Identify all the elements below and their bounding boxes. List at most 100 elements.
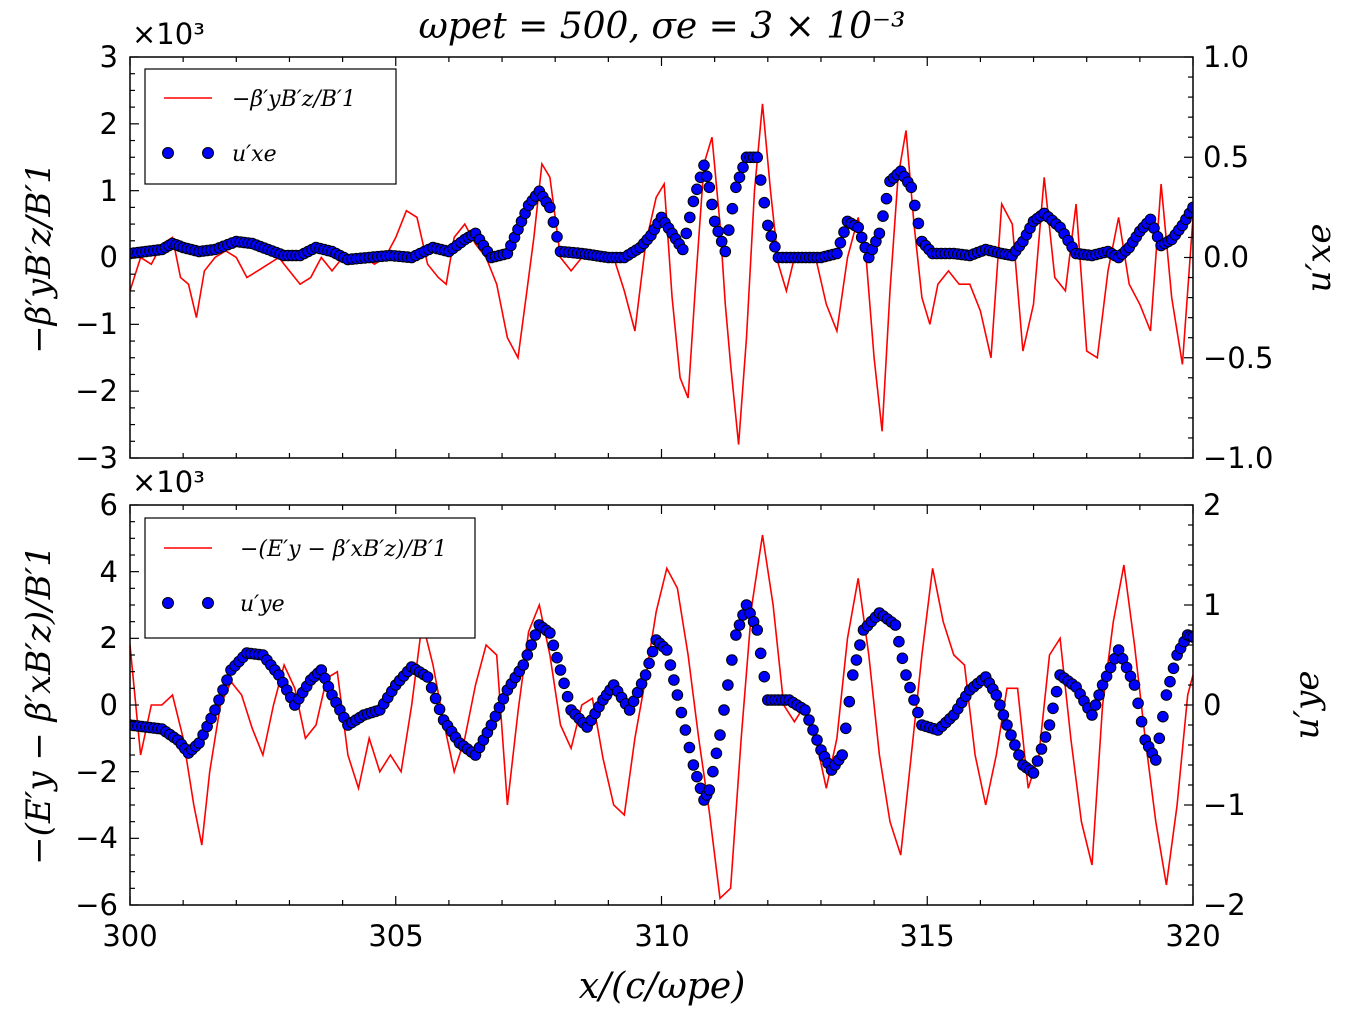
top-marker-point xyxy=(751,151,764,164)
top-ticks xyxy=(129,56,1194,459)
bottom-marker-point xyxy=(904,681,916,694)
top-left-tick-label: 1 xyxy=(100,174,118,208)
top-marker-point xyxy=(754,174,767,186)
top-marker-point xyxy=(706,198,718,211)
bottom-marker-point xyxy=(1039,731,1052,743)
bottom-marker-point xyxy=(843,695,856,708)
top-marker-point xyxy=(700,170,713,183)
top-legend-line-label: −β′yB′z/B′1 xyxy=(232,87,356,112)
bottom-markers xyxy=(130,599,1193,806)
top-marker-point xyxy=(880,192,893,205)
top-marker-point xyxy=(726,202,739,215)
bottom-legend-marker-swatch xyxy=(162,597,174,609)
bottom-marker-point xyxy=(643,657,655,670)
top-marker-point xyxy=(719,245,732,258)
top-marker-point xyxy=(547,216,560,228)
bottom-marker-point xyxy=(758,670,771,683)
bottom-marker-point xyxy=(1153,732,1166,745)
bottom-marker-point xyxy=(707,765,719,778)
top-left-tick-label: 0 xyxy=(100,240,118,274)
bottom-marker-point xyxy=(544,627,556,639)
bottom-marker-point xyxy=(525,639,538,651)
top-marker-point xyxy=(831,247,843,260)
bottom-marker-point xyxy=(847,669,859,681)
bottom-marker-point xyxy=(1135,715,1148,728)
bottom-ylabel-right: u′ye xyxy=(1287,671,1327,740)
top-marker-point xyxy=(909,199,921,212)
bottom-marker-point xyxy=(646,645,659,658)
bottom-marker-point xyxy=(221,674,233,686)
bottom-marker-point xyxy=(1050,685,1063,698)
top-legend-marker-swatch xyxy=(162,147,174,159)
bottom-marker-point xyxy=(217,684,229,696)
bottom-marker-point xyxy=(1043,719,1056,731)
top-marker-point xyxy=(769,241,781,253)
bottom-marker-point xyxy=(429,692,442,705)
bottom-marker-point xyxy=(889,619,902,631)
bottom-marker-point xyxy=(751,624,764,636)
top-left-tick-label: −3 xyxy=(75,441,118,475)
bottom-red-line-group xyxy=(130,534,1193,900)
bottom-multiplier: ×10³ xyxy=(132,465,205,499)
top-marker-point xyxy=(691,183,703,196)
bottom-left-tick-label: 0 xyxy=(100,688,118,722)
top-marker-point xyxy=(723,224,735,236)
top-multiplier: ×10³ xyxy=(132,17,205,51)
bottom-marker-point xyxy=(1047,702,1059,715)
bottom-right-tick-label: −2 xyxy=(1203,888,1246,922)
top-marker-point xyxy=(677,243,689,256)
bottom-right-tick-label: −1 xyxy=(1203,788,1246,822)
bottom-marker-point xyxy=(1167,662,1180,675)
bottom-marker-point xyxy=(896,652,909,665)
top-marker-point xyxy=(680,227,693,240)
bottom-panel: 6 4 2 0 −2 −4 −6 2 1 0 −1 −2 300 305 310… xyxy=(19,465,1327,953)
bottom-marker-point xyxy=(854,639,866,651)
top-marker-point xyxy=(852,221,865,234)
top-right-tick-label: 1.0 xyxy=(1203,40,1249,74)
top-marker-point xyxy=(684,211,696,224)
top-legend: −β′yB′z/B′1 u′xe xyxy=(144,68,397,185)
bottom-marker-point xyxy=(425,682,438,694)
top-marker-point xyxy=(855,231,868,244)
top-marker-point xyxy=(737,161,749,174)
bottom-marker-point xyxy=(1035,743,1048,755)
bottom-marker-point xyxy=(754,647,767,660)
bottom-marker-point xyxy=(1009,739,1021,751)
bottom-red-line xyxy=(130,534,1193,900)
bottom-marker-point xyxy=(733,619,746,631)
bottom-right-tick-label: 2 xyxy=(1203,488,1221,522)
x-tick-label: 320 xyxy=(1165,919,1220,953)
bottom-left-tick-label: −6 xyxy=(75,888,118,922)
top-left-tick-label: 2 xyxy=(100,107,118,141)
top-marker-point xyxy=(834,237,847,249)
bottom-marker-point xyxy=(213,694,225,706)
bottom-marker-point xyxy=(687,759,700,771)
bottom-marker-point xyxy=(547,639,560,652)
bottom-marker-point xyxy=(850,654,863,666)
top-marker-point xyxy=(873,227,886,240)
bottom-legend-line-label: −(E′y − β′xB′z)/B′1 xyxy=(240,537,447,562)
top-right-tick-label: 0.0 xyxy=(1203,240,1249,274)
top-marker-point xyxy=(733,171,746,184)
bottom-marker-point xyxy=(1013,749,1025,761)
bottom-left-tick-label: −4 xyxy=(75,821,118,855)
top-marker-point xyxy=(708,215,721,228)
bottom-marker-point xyxy=(1027,767,1040,779)
bottom-marker-point xyxy=(811,734,823,746)
x-tick-label: 315 xyxy=(899,919,954,953)
bottom-marker-point xyxy=(561,690,574,703)
top-marker-point xyxy=(762,219,774,232)
top-markers xyxy=(130,151,1193,266)
bottom-marker-point xyxy=(554,664,567,676)
bottom-right-tick-label: 0 xyxy=(1203,688,1221,722)
bottom-marker-point xyxy=(529,629,542,641)
bottom-marker-point xyxy=(661,644,673,656)
top-ylabel-right: u′xe xyxy=(1299,224,1339,293)
bottom-marker-point xyxy=(1086,709,1098,721)
bottom-marker-point xyxy=(730,629,742,641)
bottom-marker-point xyxy=(1001,719,1013,731)
x-tick-label: 300 xyxy=(102,919,157,953)
bottom-right-tick-label: 1 xyxy=(1203,588,1221,622)
top-marker-point xyxy=(905,181,918,194)
